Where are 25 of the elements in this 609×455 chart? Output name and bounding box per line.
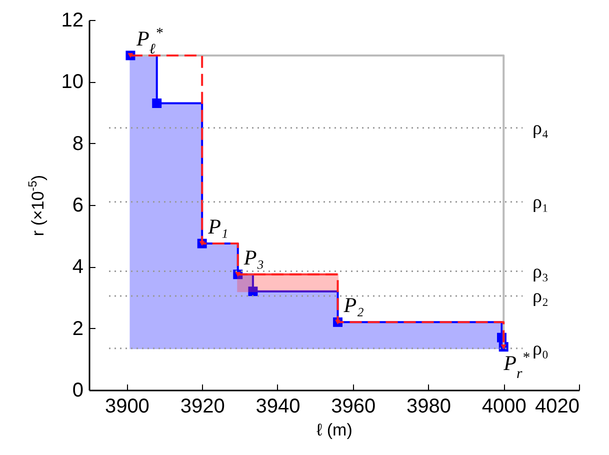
y-tick-label: 4	[72, 256, 84, 278]
y-tick-label: 0	[72, 380, 84, 402]
y-tick-label: 8	[72, 132, 84, 155]
x-tick-label: 3940	[256, 396, 300, 418]
point	[248, 286, 258, 296]
annotation: P₂	[342, 293, 364, 318]
y-tick-label: 12	[61, 10, 84, 32]
y-tick-label: 2	[72, 318, 84, 340]
x-tick-label: 4000	[482, 396, 526, 418]
x-axis-title: ℓ (m)	[316, 420, 352, 440]
annotation: P₃	[242, 245, 264, 270]
x-tick-label: 3960	[331, 396, 376, 418]
x-tick-label: 3980	[406, 396, 451, 418]
x-tick-label: 3920	[180, 396, 225, 418]
y-tick-label: 6	[72, 194, 84, 216]
ref-line-label: ρ₂	[532, 286, 549, 307]
annotation: P₁	[207, 214, 228, 239]
point	[152, 98, 162, 108]
x-tick-label: 3900	[104, 396, 150, 418]
ref-line-label: ρ₀	[532, 338, 549, 360]
x-tick-label: 4020	[535, 396, 580, 418]
y-tick-label: 10	[61, 71, 84, 94]
ref-line-label: ρ₄	[532, 118, 549, 139]
ref-line-label: ρ₃	[532, 261, 549, 282]
ref-line-label: ρ₁	[532, 192, 549, 213]
